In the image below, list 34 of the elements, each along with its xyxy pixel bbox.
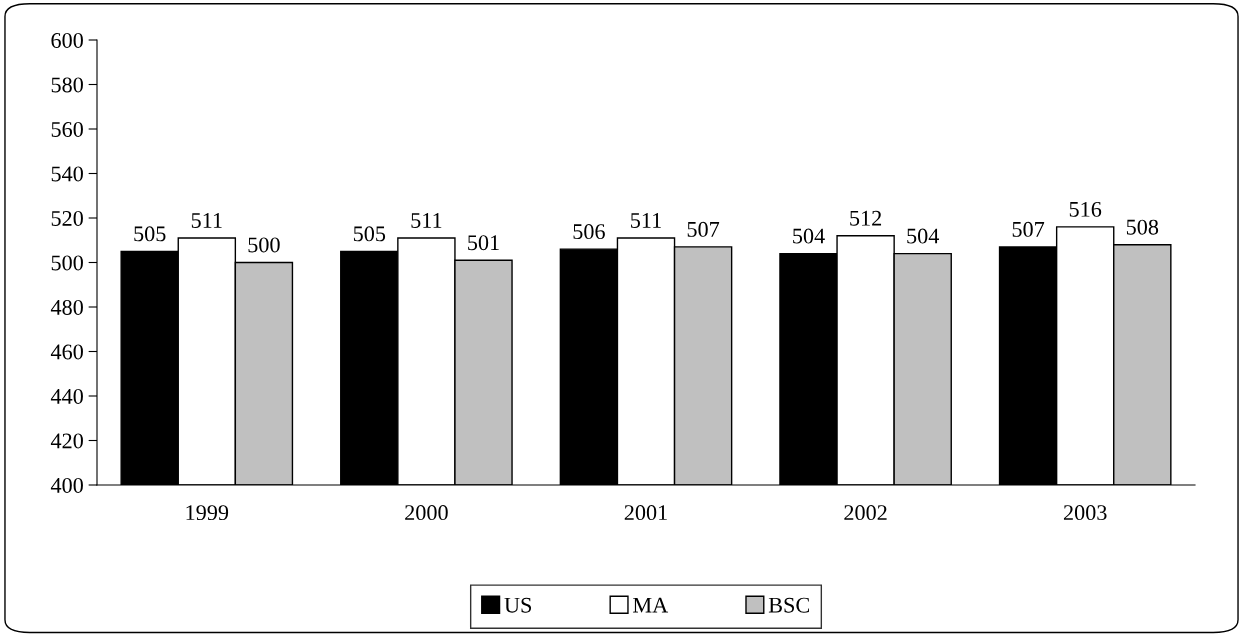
data-label: 512 <box>850 210 882 226</box>
y-tick-label: 500 <box>51 255 83 271</box>
x-tick-label: 2001 <box>624 505 667 521</box>
data-label: 506 <box>573 224 605 240</box>
data-label: 500 <box>248 237 280 253</box>
data-label: 501 <box>468 235 499 251</box>
y-tick-label: 580 <box>51 77 83 93</box>
x-tick-label: 2002 <box>844 505 887 521</box>
x-tick-label: 1999 <box>186 505 229 521</box>
y-tick-label: 600 <box>51 32 83 48</box>
y-tick-label: 540 <box>51 166 83 182</box>
data-label: 507 <box>1012 221 1045 237</box>
data-label: 505 <box>353 226 386 242</box>
y-tick-label: 460 <box>50 344 83 360</box>
x-tick-label: 2000 <box>405 505 448 521</box>
data-label: 507 <box>687 221 720 237</box>
y-tick-label: 520 <box>51 210 83 226</box>
data-label: 508 <box>1126 219 1159 235</box>
y-tick-label: 420 <box>50 433 83 449</box>
legend-label: US <box>504 597 532 613</box>
data-label: 505 <box>134 226 166 242</box>
y-tick-label: 440 <box>50 388 83 404</box>
data-label: 511 <box>631 213 661 228</box>
data-label: 516 <box>1069 201 1102 217</box>
y-tick-label: 480 <box>50 299 83 315</box>
data-label: 504 <box>907 228 940 244</box>
x-tick-label: 2003 <box>1063 505 1107 521</box>
y-tick-label: 560 <box>51 121 83 137</box>
legend-label: MA <box>633 597 669 613</box>
y-tick-label: 400 <box>50 477 83 493</box>
data-label: 504 <box>793 228 825 244</box>
data-label: 511 <box>191 213 222 228</box>
data-label: 511 <box>411 213 442 228</box>
legend-label: BSC <box>768 597 809 613</box>
